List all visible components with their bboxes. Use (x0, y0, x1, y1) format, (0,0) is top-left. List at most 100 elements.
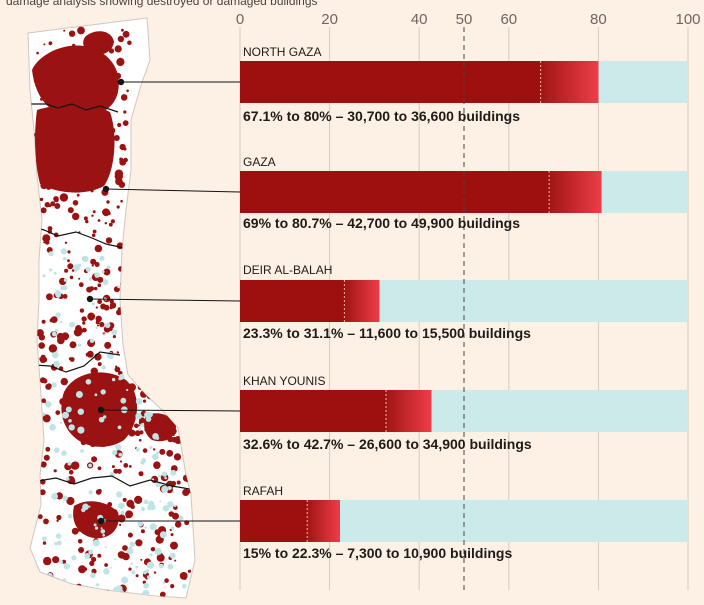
damage-speck (104, 341, 112, 349)
damage-speck (71, 527, 79, 535)
damage-speck (55, 410, 61, 415)
region-damage-label: 32.6% to 42.7% – 26,600 to 34,900 buildi… (243, 436, 532, 452)
damage-speck (45, 578, 53, 587)
damage-speck (115, 444, 122, 451)
damage-speck (164, 476, 167, 480)
damage-speck (42, 541, 47, 545)
damage-speck (120, 556, 124, 559)
damage-speck (85, 181, 94, 189)
damage-speck (54, 149, 62, 158)
damage-speck (172, 490, 175, 493)
damage-speck (105, 412, 111, 418)
damage-speck (109, 302, 117, 309)
damage-speck (155, 399, 160, 403)
damage-speck (67, 513, 73, 519)
region-name: KHAN YOUNIS (243, 374, 325, 388)
damage-speck (135, 398, 143, 405)
damage-speck (170, 480, 177, 487)
damage-speck (121, 431, 125, 435)
damage-speck (140, 506, 146, 512)
damage-speck (59, 581, 65, 587)
damage-speck (69, 321, 75, 328)
damage-speck (116, 351, 120, 354)
damage-speck (90, 174, 99, 183)
damage-speck (82, 327, 87, 333)
damage-speck (140, 558, 143, 561)
damage-speck (135, 412, 142, 420)
damage-speck (43, 43, 46, 46)
damage-speck (42, 412, 46, 416)
damage-speck (62, 257, 67, 261)
damage-speck (141, 458, 147, 463)
damage-speck (100, 504, 108, 512)
damage-speck (134, 430, 141, 437)
damage-speck (118, 502, 125, 509)
damage-speck (90, 258, 97, 265)
damage-speck (122, 552, 130, 561)
damage-speck (128, 465, 132, 468)
damage-speck (178, 377, 181, 380)
damage-speck (100, 529, 106, 534)
damage-speck (77, 26, 85, 35)
damage-speck (65, 406, 72, 413)
damage-speck (42, 536, 47, 542)
damage-speck (87, 49, 95, 58)
region-name: DEIR AL-BALAH (243, 263, 332, 277)
damage-speck (95, 306, 98, 309)
damage-speck (120, 510, 125, 515)
damage-speck (91, 214, 94, 217)
damage-speck (176, 480, 181, 485)
damage-speck (163, 437, 168, 441)
damage-speck (77, 426, 85, 434)
damage-speck (91, 568, 97, 574)
bar-damaged-max (240, 61, 599, 103)
damage-speck (107, 502, 113, 507)
region-damage-label: 15% to 22.3% – 7,300 to 10,900 buildings (243, 545, 512, 561)
damage-speck (63, 176, 71, 184)
damage-speck (94, 244, 103, 253)
damage-speck (178, 515, 184, 521)
damage-speck (166, 449, 174, 457)
damage-speck (159, 591, 166, 598)
damage-speck (97, 488, 102, 494)
damage-speck (37, 157, 45, 165)
damage-speck (77, 343, 82, 347)
damage-speck (164, 373, 170, 379)
damage-speck (105, 146, 112, 153)
damage-speck (142, 589, 150, 598)
damage-speck (126, 89, 129, 93)
damage-speck (144, 526, 147, 529)
damage-speck (137, 521, 144, 527)
damage-speck (53, 181, 59, 187)
damage-speck (49, 424, 56, 431)
damage-speck (55, 585, 61, 592)
damage-speck (45, 585, 49, 589)
damage-speck (55, 292, 61, 298)
governorate-border (31, 475, 195, 491)
damage-speck (101, 365, 106, 370)
damage-speck (147, 504, 153, 511)
damage-speck (33, 78, 40, 84)
damage-speck (92, 229, 97, 234)
damage-speck (72, 200, 79, 206)
damage-speck (173, 358, 177, 361)
damage-speck (144, 427, 148, 432)
damage-speck (127, 532, 133, 538)
damage-speck (46, 383, 52, 389)
damage-speck (55, 178, 59, 182)
damage-speck (82, 321, 86, 325)
damage-speck (62, 117, 69, 124)
damage-speck (145, 416, 152, 422)
damage-speck (125, 514, 130, 519)
damage-speck (128, 383, 136, 392)
damage-speck (80, 449, 84, 453)
damage-speck (48, 583, 56, 590)
damage-speck (139, 430, 144, 435)
damage-speck (90, 45, 93, 49)
damage-speck (48, 251, 54, 257)
damage-speck (102, 100, 106, 104)
damage-speck (164, 578, 169, 583)
damage-speck (78, 547, 85, 553)
damage-speck (76, 528, 81, 532)
damage-speck (73, 175, 80, 181)
